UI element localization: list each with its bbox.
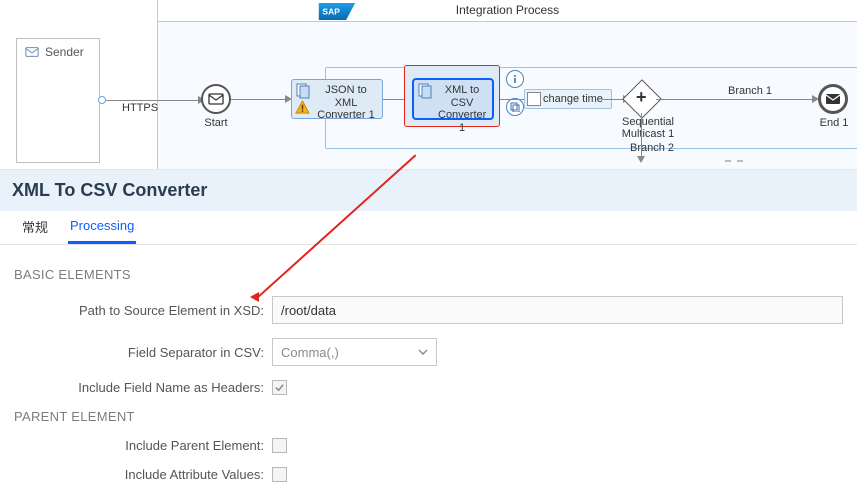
envelope-icon [208,91,224,107]
edge-xml-script[interactable] [500,99,524,100]
path-input[interactable] [272,296,843,324]
end-label: End 1 [804,117,857,129]
envelope-icon [825,91,841,107]
include-attr-checkbox[interactable] [272,467,287,482]
process-title: Integration Process [158,3,857,17]
section-basic-title: BASIC ELEMENTS [14,267,843,282]
panel-title: XML To CSV Converter [0,170,857,211]
sender-participant[interactable]: Sender [16,38,100,163]
separator-label: Field Separator in CSV: [14,345,272,360]
edge-branch1[interactable] [656,99,814,100]
start-event[interactable] [201,84,231,114]
chevron-down-icon [418,347,428,357]
sender-port[interactable] [98,96,106,104]
form-area: BASIC ELEMENTS Path to Source Element in… [0,245,857,500]
info-icon [510,74,520,84]
path-label: Path to Source Element in XSD: [14,303,272,318]
branch2-label: Branch 2 [617,142,687,154]
plus-icon: + [636,87,647,108]
end-event[interactable] [818,84,848,114]
json-to-xml-label: JSON to XMLConverter 1 [316,84,376,122]
xml-to-csv-label: XML to CSVConverter 1 [438,84,486,135]
arrowhead-down-icon [637,156,645,163]
converter-icon [295,83,311,99]
multicast-label: SequentialMulticast 1 [613,116,683,140]
script-label: change time [543,93,603,105]
tab-general[interactable]: 常规 [20,209,50,244]
separator-select[interactable]: Comma(,) [272,338,437,366]
headers-checkbox[interactable] [272,380,287,395]
include-attr-label: Include Attribute Values: [14,467,272,482]
json-to-xml-node[interactable]: JSON to XMLConverter 1 [291,79,383,119]
edge-https[interactable] [106,100,200,101]
converter-icon [417,83,433,99]
include-parent-checkbox[interactable] [272,438,287,453]
script-node[interactable]: change time [524,89,612,109]
callout-arrowhead-icon [250,292,259,302]
node-copy-button[interactable] [506,98,524,116]
include-parent-label: Include Parent Element: [14,438,272,453]
participant-icon [25,45,39,59]
copy-icon [510,102,520,112]
branch1-label: Branch 1 [728,85,772,97]
process-header: SAP Integration Process [157,0,857,22]
tab-processing[interactable]: Processing [68,210,136,244]
check-icon [274,382,285,393]
edge-branch2[interactable] [641,113,642,159]
section-parent-title: PARENT ELEMENT [14,409,843,424]
dashed-handle[interactable] [725,160,743,162]
headers-label: Include Field Name as Headers: [14,380,272,395]
separator-value: Comma(,) [281,345,339,360]
warning-icon [295,100,310,115]
node-info-button[interactable] [506,70,524,88]
start-label: Start [186,117,246,129]
panel-tabs: 常规 Processing [0,211,857,245]
sender-label: Sender [45,45,84,59]
flow-canvas: SAP Integration Process Sender HTTPS Sta… [0,0,857,170]
edge-start-json[interactable] [231,99,287,100]
edge-https-label: HTTPS [122,102,158,114]
xml-to-csv-node[interactable]: XML to CSVConverter 1 [413,79,493,119]
